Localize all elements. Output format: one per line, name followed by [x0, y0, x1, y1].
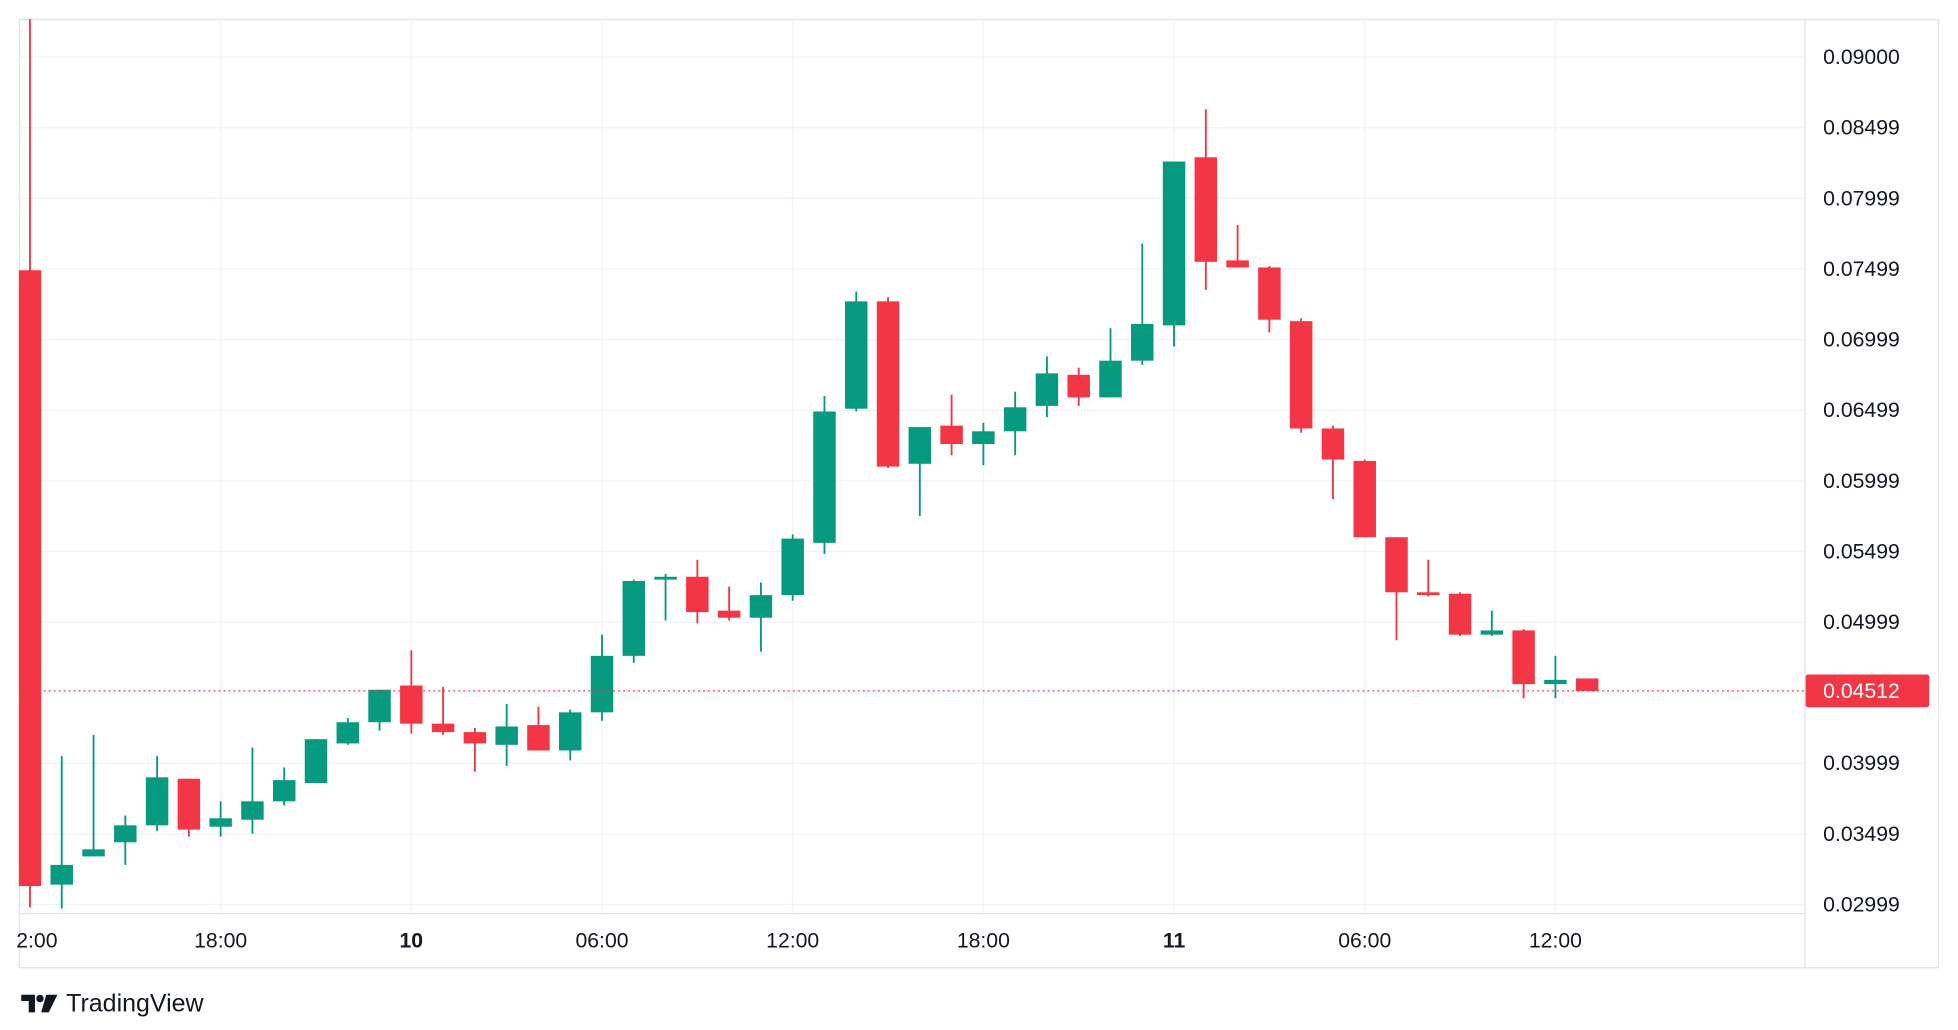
last-price-label: 0.04512	[1823, 679, 1900, 703]
candle-body	[686, 576, 709, 613]
candle-body	[1385, 537, 1408, 593]
x-tick-label: 06:00	[1338, 928, 1391, 952]
y-tick-label: 0.09000	[1823, 45, 1900, 69]
brand-name: TradingView	[66, 989, 204, 1017]
candle-body	[1575, 678, 1599, 691]
grid	[18, 18, 1805, 913]
candle-body	[1417, 592, 1440, 596]
candle-body	[431, 723, 455, 733]
x-tick-label: 10	[400, 928, 424, 952]
logo-part	[36, 994, 44, 1003]
candle-body	[1512, 630, 1535, 685]
candle-body	[654, 576, 677, 580]
candle-body	[972, 431, 995, 445]
candle-body	[1099, 360, 1122, 398]
last-price-tag	[1805, 674, 1930, 708]
candle-body	[82, 849, 105, 857]
candle-body	[749, 595, 773, 618]
candle-body	[463, 732, 487, 744]
candle-body	[845, 301, 868, 409]
y-tick-label: 0.03999	[1823, 751, 1900, 775]
candle-body	[1321, 428, 1345, 460]
candle-body	[558, 712, 582, 751]
candle-body	[1544, 679, 1567, 685]
candle-body	[1289, 321, 1313, 429]
candle-body	[1258, 267, 1281, 320]
x-tick-label: 11	[1163, 928, 1186, 952]
y-tick-label: 0.08499	[1823, 116, 1900, 140]
candle-body	[336, 722, 360, 744]
candle-body	[590, 655, 614, 713]
logo-part	[21, 994, 35, 1013]
candle-body	[50, 864, 73, 885]
candle-body	[1226, 260, 1249, 268]
brand-logo	[21, 994, 58, 1013]
candle-body	[1131, 323, 1154, 361]
candle-body	[622, 580, 646, 656]
y-tick-label: 0.06499	[1823, 398, 1900, 422]
candle-body	[495, 726, 518, 745]
y-tick-label: 0.05499	[1823, 539, 1900, 563]
candle-body	[18, 270, 42, 887]
candle-body	[368, 689, 391, 723]
candle-body	[400, 685, 423, 724]
candle-body	[1480, 630, 1504, 635]
candle-body	[241, 801, 264, 820]
x-tick-label: 18:00	[957, 928, 1010, 952]
candle-body	[940, 425, 963, 445]
candle-body	[1448, 593, 1472, 635]
candle-body	[527, 725, 550, 751]
chart-frame	[18, 18, 1940, 969]
candle-body	[272, 780, 296, 802]
plot-area	[18, 18, 1805, 909]
candle-body	[717, 610, 741, 618]
y-tick-label: 0.02999	[1823, 892, 1900, 916]
x-tick-label: 18:00	[194, 928, 247, 952]
x-tick-label: 12:00	[1529, 928, 1582, 952]
candle-body	[908, 427, 932, 464]
y-tick-label: 0.07999	[1823, 186, 1900, 210]
candle-body	[1162, 161, 1186, 326]
candle-body	[781, 538, 804, 596]
y-tick-label: 0.04999	[1823, 610, 1900, 634]
x-tick-label: 06:00	[575, 928, 628, 952]
candle-body	[813, 411, 836, 543]
y-tick-label: 0.06999	[1823, 327, 1900, 351]
axes: 0.09000 0.08499 0.07999 0.07499 0.06999 0.064…	[16, 45, 1930, 953]
candle-body	[876, 301, 900, 467]
candle-body	[145, 777, 169, 826]
logo-part	[41, 994, 58, 1013]
y-tick-label: 0.03499	[1823, 822, 1900, 846]
candle-body	[177, 778, 201, 830]
candle-body	[1067, 374, 1090, 398]
candle-body	[1194, 157, 1218, 262]
candle-body	[1035, 373, 1059, 406]
y-tick-label: 0.05999	[1823, 469, 1900, 493]
candle-body	[304, 739, 328, 783]
candle-body	[1353, 460, 1376, 538]
y-tick-label: 0.07499	[1823, 257, 1900, 281]
x-tick-label: 12:00	[766, 928, 819, 952]
x-tick-label: 2:00	[16, 928, 57, 952]
candle-body	[1003, 407, 1027, 432]
candle-body	[209, 818, 232, 827]
candle-body	[114, 825, 137, 843]
